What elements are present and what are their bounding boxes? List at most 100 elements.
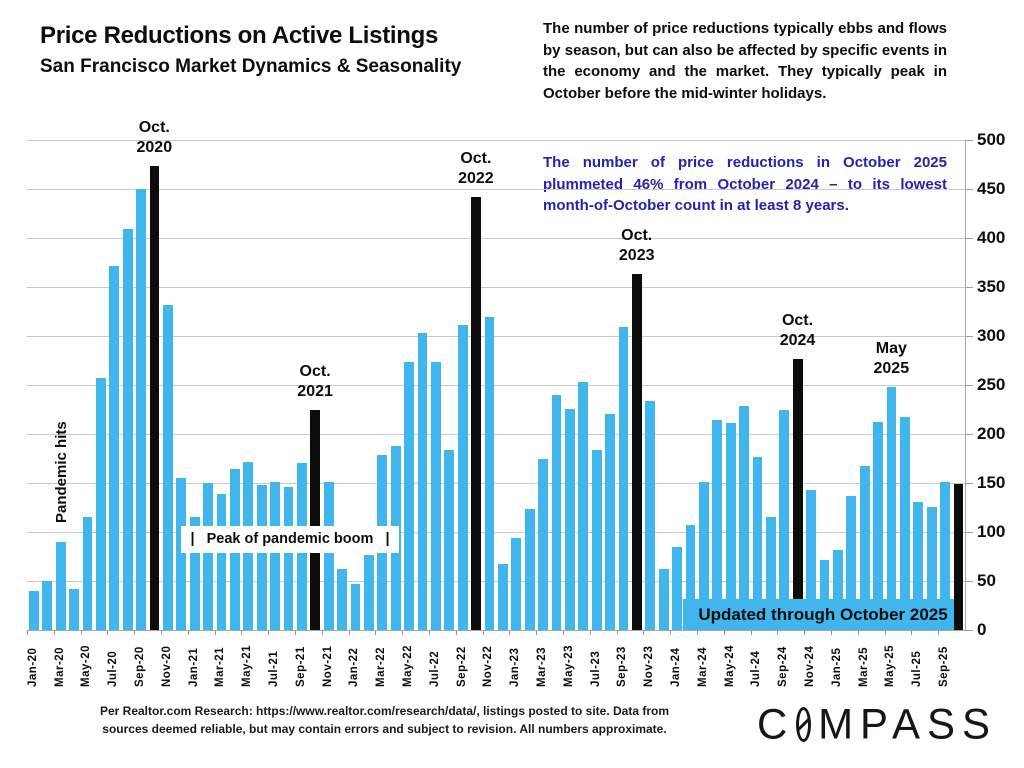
pandemic-hits-label: Pandemic hits [53, 421, 70, 523]
x-axis-tick-label: May-23 [562, 645, 575, 687]
x-axis-tick-label: May-22 [401, 645, 414, 687]
x-axis-tick-label: Jan-23 [509, 647, 522, 687]
x-axis-tick-label: Jul-25 [911, 650, 924, 687]
bar-Nov-23 [645, 400, 656, 630]
gridline [27, 581, 965, 582]
bar-Jul-24 [752, 456, 763, 630]
x-axis-tick [27, 630, 28, 635]
bar-Apr-25 [873, 422, 883, 630]
x-axis-tick [241, 630, 243, 635]
x-axis-tick [429, 630, 430, 635]
x-axis-tick-label: Jul-23 [589, 650, 602, 687]
peak-annotation-line2: 2020 [136, 139, 173, 157]
bar-Jul-23 [591, 449, 602, 630]
x-axis-tick-label: Nov-24 [803, 645, 816, 687]
peak-annotation-May-25: May 2025 [846, 339, 936, 379]
bar-Mar-23 [538, 459, 548, 630]
x-axis-tick [670, 630, 672, 635]
bar-Oct-22 [471, 196, 481, 630]
x-axis-tick [375, 630, 377, 635]
peak-annotation-Oct-23: Oct. 2023 [592, 226, 682, 266]
x-axis-tick-label: Jul-24 [750, 650, 763, 687]
x-axis-tick-label: May-20 [80, 645, 93, 687]
x-axis-tick-label: Mar-22 [375, 646, 388, 687]
highlight-commentary-paragraph: The number of price reductions in Octobe… [543, 154, 947, 215]
bar-Aug-22 [444, 449, 455, 630]
compass-o-icon [796, 706, 812, 742]
peak-annotation-Oct-21: Oct. 2021 [270, 362, 360, 402]
bar-Mar-24 [699, 482, 709, 630]
x-axis-tick-label: Mar-20 [53, 646, 66, 687]
x-axis-tick-label: Sep-23 [616, 646, 629, 687]
source-footnote-line1: Per Realtor.com Research: https://www.re… [99, 704, 670, 718]
bar-Aug-21 [283, 486, 294, 630]
bar-Apr-24 [712, 420, 723, 630]
peak-annotation-line2: 2022 [458, 169, 494, 187]
compass-logo-text-right: MPASS [818, 699, 997, 748]
peak-annotation-line2: 2024 [779, 331, 816, 349]
peak-annotation-Oct-24: Oct. 2024 [753, 311, 843, 351]
y-axis-tick [965, 434, 973, 435]
x-axis-tick-label: Jan-20 [26, 647, 39, 687]
bar-Oct-20 [149, 166, 160, 630]
commentary-paragraph: The number of price reductions typically… [543, 20, 947, 103]
y-axis-tick-label: 450 [977, 179, 1006, 198]
x-axis-tick [321, 630, 323, 635]
source-footnote-line2: sources deemed reliable, but may contain… [102, 721, 667, 736]
bar-Jul-20 [109, 266, 120, 630]
bar-Dec-24 [819, 560, 830, 630]
x-axis-tick [134, 630, 136, 635]
x-axis-tick-label: Jul-21 [267, 650, 280, 687]
y-axis-tick-label: 300 [977, 326, 1006, 345]
x-axis-tick [348, 630, 350, 635]
x-axis-tick [831, 630, 832, 635]
bar-Feb-25 [846, 495, 857, 630]
bar-Jul-22 [431, 362, 441, 630]
bar-May-23 [565, 408, 575, 630]
bar-Feb-24 [685, 525, 696, 630]
updated-through-badge: Updated through October 2025 [683, 599, 963, 630]
y-axis-tick [965, 630, 973, 631]
peak-annotation-line1: Oct. [460, 149, 492, 167]
x-axis-tick-label: Nov-20 [160, 645, 173, 687]
bar-Oct-23 [632, 274, 642, 630]
bar-Jun-20 [96, 378, 106, 630]
x-axis-tick-label: Sep-21 [294, 646, 307, 687]
y-axis-tick [965, 532, 973, 533]
bar-Jan-23 [511, 537, 522, 630]
gridline [27, 189, 965, 190]
bar-Oct-25 [953, 483, 964, 630]
bar-Jun-22 [417, 333, 428, 630]
x-axis-tick-label: Nov-22 [482, 645, 495, 687]
gridline [27, 483, 965, 484]
x-axis-tick-label: Sep-24 [777, 646, 790, 687]
x-axis-tick-label: Mar-21 [214, 646, 227, 687]
x-axis-tick [938, 630, 940, 635]
x-axis-line [27, 630, 966, 631]
bar-Dec-20 [176, 478, 187, 630]
bar-Jan-22 [350, 583, 361, 630]
compass-logo-text-left: C [757, 699, 795, 748]
bar-Jun-21 [256, 484, 267, 630]
y-axis-line [965, 140, 966, 630]
x-axis-tick-label: Jan-24 [669, 647, 682, 687]
x-axis-tick [616, 630, 618, 635]
x-axis-tick-label: Jan-21 [187, 647, 200, 687]
x-axis-tick-label: May-24 [723, 645, 736, 687]
y-axis-tick [965, 385, 973, 386]
x-axis-tick [750, 630, 752, 635]
x-axis-tick-label: Sep-20 [133, 646, 146, 687]
peak-annotation-line1: Oct. [299, 363, 331, 381]
peak-of-pandemic-boom-label: | Peak of pandemic boom | [181, 526, 399, 553]
bar-Jan-24 [672, 546, 682, 630]
bar-Nov-24 [806, 489, 816, 630]
page-subtitle: San Francisco Market Dynamics & Seasonal… [40, 56, 462, 77]
x-axis-tick-label: Mar-23 [535, 646, 548, 687]
bar-May-22 [404, 362, 414, 630]
bar-Jan-25 [833, 549, 843, 630]
bar-Feb-22 [364, 554, 374, 630]
bar-Jun-24 [739, 405, 749, 630]
y-axis-tick [965, 238, 973, 239]
y-axis-tick-label: 50 [977, 571, 996, 590]
